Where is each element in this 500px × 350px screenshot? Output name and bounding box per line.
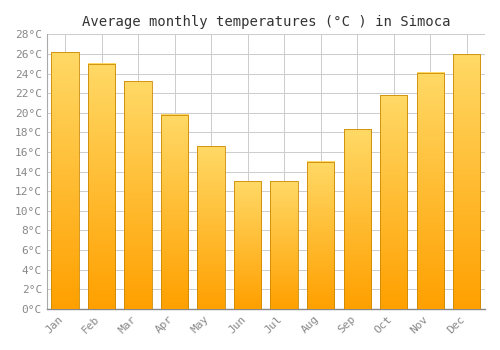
Bar <box>124 82 152 309</box>
Bar <box>52 52 79 309</box>
Bar <box>344 130 371 309</box>
Bar <box>416 72 444 309</box>
Bar <box>380 95 407 309</box>
Bar <box>270 181 298 309</box>
Bar <box>453 54 480 309</box>
Title: Average monthly temperatures (°C ) in Simoca: Average monthly temperatures (°C ) in Si… <box>82 15 450 29</box>
Bar <box>198 146 225 309</box>
Bar <box>234 181 262 309</box>
Bar <box>161 115 188 309</box>
Bar <box>307 162 334 309</box>
Bar <box>88 64 116 309</box>
